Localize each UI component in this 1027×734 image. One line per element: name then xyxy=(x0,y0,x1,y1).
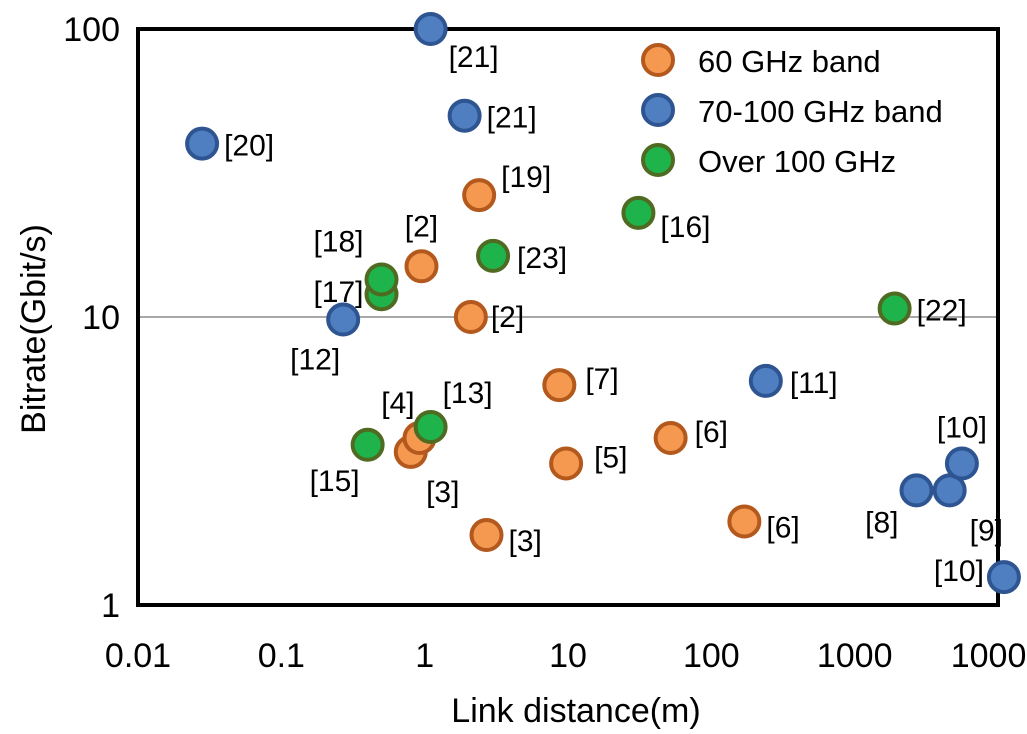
x-tick-label: 10 xyxy=(549,637,587,675)
point-60-ghz-band xyxy=(469,518,504,553)
point-label: [17] xyxy=(313,276,363,309)
point-70-100-ghz-band xyxy=(944,446,979,481)
y-tick-label: 1 xyxy=(101,587,120,625)
legend-label: 60 GHz band xyxy=(698,44,881,79)
point-label: [20] xyxy=(224,130,274,163)
point-label: [16] xyxy=(660,211,710,244)
point-label: [6] xyxy=(766,511,799,544)
point-70-100-ghz-band xyxy=(326,302,361,337)
point-label: [19] xyxy=(501,161,551,194)
point-over-100-ghz xyxy=(877,291,912,326)
point-60-ghz-band xyxy=(462,178,497,213)
point-label: [5] xyxy=(594,441,627,474)
point-label: [9] xyxy=(970,514,1003,547)
legend-marker xyxy=(641,43,675,77)
y-axis-title: Bitrate(Gbit/s) xyxy=(15,224,53,434)
point-label: [3] xyxy=(508,525,541,558)
point-label: [10] xyxy=(934,555,984,588)
point-60-ghz-band xyxy=(653,421,688,456)
point-label: [21] xyxy=(449,41,499,74)
point-label: [15] xyxy=(310,465,360,498)
legend-label: 70-100 GHz band xyxy=(698,94,943,129)
point-label: [2] xyxy=(405,210,438,243)
point-label: [22] xyxy=(917,295,967,328)
point-over-100-ghz xyxy=(476,238,511,273)
point-label: [12] xyxy=(290,344,340,377)
point-60-ghz-band xyxy=(404,249,439,284)
x-tick-label: 100 xyxy=(683,637,740,675)
point-label: [13] xyxy=(443,377,493,410)
y-tick-label: 10 xyxy=(82,299,120,337)
point-over-100-ghz xyxy=(364,262,399,297)
point-70-100-ghz-band xyxy=(413,12,448,46)
point-label: [2] xyxy=(491,301,524,334)
x-tick-label: 0.1 xyxy=(258,637,305,675)
point-70-100-ghz-band xyxy=(447,98,482,133)
point-over-100-ghz xyxy=(350,427,385,462)
point-label: [8] xyxy=(865,506,898,539)
point-label: [11] xyxy=(790,367,838,400)
point-label: [4] xyxy=(381,387,414,420)
point-60-ghz-band xyxy=(727,504,762,539)
point-label: [3] xyxy=(426,476,459,509)
legend-marker xyxy=(641,93,675,127)
point-over-100-ghz xyxy=(621,195,656,230)
point-70-100-ghz-band xyxy=(185,126,220,161)
x-tick-label: 0.01 xyxy=(105,637,171,675)
point-label: [6] xyxy=(695,416,728,449)
point-label: [21] xyxy=(487,102,537,135)
point-label: [18] xyxy=(313,225,363,258)
point-label: [7] xyxy=(585,363,618,396)
point-70-100-ghz-band xyxy=(932,473,967,508)
x-tick-label: 10000 xyxy=(951,637,1027,675)
y-tick-label: 100 xyxy=(63,11,120,49)
plot-frame xyxy=(136,27,1000,607)
point-70-100-ghz-band xyxy=(899,473,934,508)
point-60-ghz-band xyxy=(549,446,584,481)
x-tick-label: 1000 xyxy=(817,637,893,675)
point-70-100-ghz-band xyxy=(748,363,783,398)
point-label: [23] xyxy=(517,242,567,275)
legend-label: Over 100 GHz xyxy=(698,144,896,179)
x-axis-title: Link distance(m) xyxy=(451,692,700,730)
point-over-100-ghz xyxy=(413,410,448,445)
legend-marker xyxy=(641,143,675,177)
point-70-100-ghz-band xyxy=(986,560,1021,595)
x-tick-label: 1 xyxy=(415,637,434,675)
point-label: [10] xyxy=(937,411,987,444)
point-60-ghz-band xyxy=(542,368,577,403)
point-60-ghz-band xyxy=(453,300,488,334)
